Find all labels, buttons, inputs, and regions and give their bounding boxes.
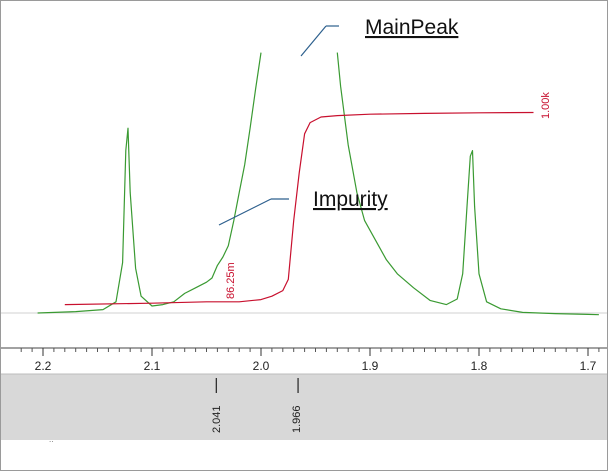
x-tick-label: 1.8 [471,359,488,373]
integral-curve [64,111,534,306]
axis-band [1,348,607,374]
x-axis-major-ticks: 2.2 2.1 2.0 1.9 1.8 1.7 [35,348,597,373]
spectrum-segment-1 [37,52,262,314]
peak-label-2041: 2.041 [211,405,223,433]
x-tick-label: 2.1 [144,359,161,373]
x-tick-label: 2.2 [35,359,52,373]
integral-label-main: 1.00k [540,92,552,119]
integral-label-impurity: 86.25m [225,262,237,299]
spectrum-segment-2 [336,52,599,316]
x-tick-label: 1.9 [362,359,379,373]
peak-markers [215,378,299,393]
bottom-strip [1,440,607,470]
mainpeak-leader-line [300,25,327,57]
bottom-dots: .. [49,435,53,444]
plot-area [1,1,607,348]
peak-label-1966: 1.966 [291,405,303,433]
peak-label-band[interactable] [1,374,607,440]
x-tick-label: 2.0 [253,359,270,373]
series-layer [37,52,599,316]
annotation-impurity: Impurity [313,188,388,211]
impurity-leader-line [218,198,272,226]
x-tick-label: 1.7 [580,359,597,373]
annotation-mainpeak: MainPeak [365,16,459,39]
